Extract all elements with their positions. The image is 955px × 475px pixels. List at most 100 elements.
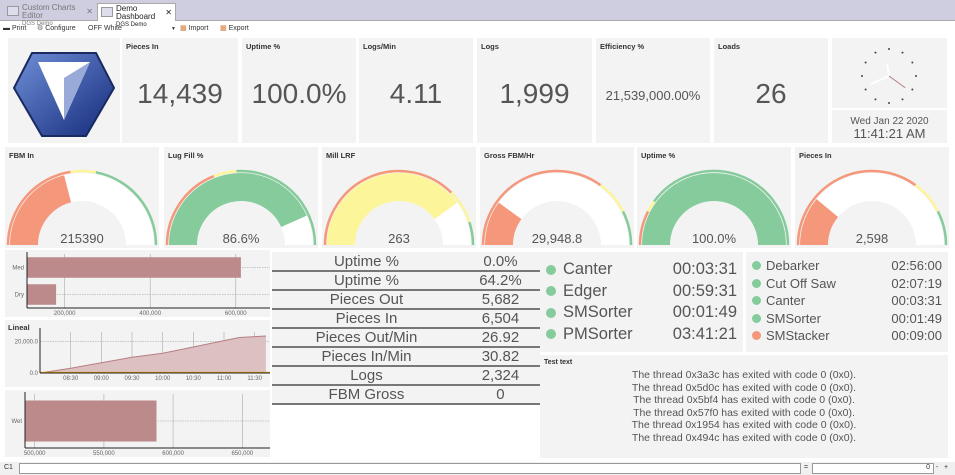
x-tick-label: 11:30 (247, 376, 262, 382)
bar-wet (25, 400, 157, 442)
gauge-fill (485, 202, 522, 246)
gauge-fill (327, 173, 458, 246)
kpi-tile: Logs/Min 4.11 (359, 38, 473, 143)
chevron-down-icon: ▼ (171, 26, 176, 32)
logo-tile (8, 38, 120, 143)
gauge-title: Uptime % (641, 151, 676, 160)
clock-tick (861, 75, 863, 77)
export-button[interactable]: ▦ Export (220, 21, 249, 37)
increment-button[interactable]: + (944, 464, 949, 471)
gauge-fill (10, 175, 72, 246)
configure-button[interactable]: ⚙ Configure (37, 21, 76, 37)
gauge-panel: Uptime % 100.0% (637, 147, 791, 248)
clock-tick (911, 61, 914, 64)
status-dot-icon (752, 296, 761, 306)
metric-label: Pieces Out (272, 290, 461, 310)
machine-time: 00:09:00 (891, 328, 942, 343)
x-tick-label: 650,000 (231, 451, 253, 457)
kpi-title: Efficiency % (600, 42, 645, 51)
gauge-value: 29,948.8 (531, 231, 583, 246)
clock-tick (915, 75, 917, 77)
result-field[interactable]: 0 (812, 463, 934, 474)
kpi-tile: Pieces In 14,439 (122, 38, 238, 143)
log-line: The thread 0x494c has exited with code 0… (631, 431, 857, 444)
machine-time: 00:01:49 (672, 303, 737, 321)
import-button[interactable]: ▦ Import (180, 21, 208, 37)
metric-label: Pieces In (272, 309, 461, 329)
log-line: The thread 0x5bf4 has exited with code 0… (633, 394, 855, 406)
x-tick-label: 09:30 (124, 376, 140, 382)
theme-select[interactable]: OFF White ▼ (86, 22, 176, 36)
hour-hand (886, 63, 890, 77)
machine-name: Canter (563, 260, 613, 278)
status-item: SMStacker 00:09:00 (746, 327, 948, 345)
machine-time: 00:01:49 (891, 310, 942, 326)
x-tick-label: 11:00 (217, 376, 232, 382)
gauge (323, 169, 475, 246)
metric-label: FBM Gross (272, 385, 461, 405)
formula-input[interactable] (19, 463, 801, 474)
y-tick-label: 20,000.0 (15, 339, 39, 345)
kpi-title: Logs/Min (363, 42, 396, 51)
gauge-panel: FBM In 215390 (5, 147, 159, 248)
x-tick-label: 09:00 (94, 376, 110, 382)
metric-label: Logs (272, 366, 461, 386)
gauge-zone-yellow (450, 191, 471, 223)
tab-sublabel: DGS Demo (22, 21, 53, 27)
status-dot-icon (752, 261, 761, 271)
metric-value: 0 (460, 385, 540, 405)
wet-bar-chart: 500,000 550,000 600,000 650,000 Wet (11, 392, 270, 457)
metric-row: Logs 2,324 (272, 366, 540, 386)
metric-row: Pieces In/Min 30.82 (272, 347, 540, 367)
toolbar: ▬ Print ⚙ Configure OFF White ▼ ▦ Import … (0, 21, 955, 37)
status-dot-icon (546, 307, 556, 318)
kpi-tile: Loads 26 (714, 38, 828, 143)
metric-row: Pieces Out/Min 26.92 (272, 328, 540, 348)
close-icon[interactable]: ✕ (165, 8, 172, 17)
status-dot-icon (752, 278, 761, 288)
kpi-value: 21,539,000.00% (605, 88, 701, 103)
clock-tick (864, 88, 867, 91)
machine-name: SMSorter (563, 303, 633, 321)
gauge-zone-green (653, 169, 790, 246)
gauge-fill (169, 173, 307, 246)
text-panel: Test text The thread 0x3a3c has exited w… (540, 355, 948, 458)
gauge (638, 169, 790, 246)
log-line: The thread 0x57f0 has exited with code 0… (633, 406, 855, 419)
gauge-zone-green (95, 171, 158, 246)
clock-tick (874, 98, 877, 101)
gauge (6, 169, 158, 246)
gauge-zone-yellow (646, 200, 656, 212)
metric-label: Uptime % (272, 252, 461, 272)
status-dot-icon (546, 264, 556, 275)
status-list-1: Canter 00:03:31 Edger 00:59:31 SMSorter 00:01… (540, 252, 743, 352)
x-tick-label: 500,000 (24, 451, 46, 457)
area-line (39, 335, 266, 374)
tab-bar: Custom Charts Editor DGS Demo ✕ Demo Dashb… (0, 0, 955, 28)
status-item: Cut Off Saw 02:07:19 (746, 275, 948, 293)
close-icon[interactable]: ✕ (86, 7, 93, 16)
machine-time: 00:03:31 (672, 260, 737, 278)
gauge-zone-red (481, 169, 602, 246)
log-line: The thread 0x1954 has exited with code 0… (631, 419, 857, 431)
kpi-title: Uptime % (246, 42, 281, 51)
gauge-zone-green (468, 221, 475, 246)
printer-icon: ▬ (3, 25, 10, 32)
clock-tick (901, 98, 904, 101)
gauge-panel: Lug Fill % 86.6% (164, 147, 318, 248)
gauge-panel: Mill LRF 263 (322, 147, 476, 248)
tab-demo-dashboard[interactable]: Demo Dashboard DGS Demo ✕ (97, 3, 176, 28)
status-list-2: Debarker 02:56:00 Cut Off Saw 02:07:19 Cante… (746, 252, 948, 352)
gauge (481, 169, 633, 246)
y-tick-label: Dry (15, 293, 24, 299)
status-item: SMSorter 00:01:49 (746, 310, 948, 328)
gauge-zone-yellow (599, 184, 625, 212)
metric-value: 30.82 (460, 347, 540, 367)
decrement-button[interactable]: - (936, 464, 939, 471)
gauge-zone-green (936, 210, 948, 246)
print-button[interactable]: ▬ Print (3, 21, 26, 37)
y-tick-label: 0.0 (30, 371, 39, 377)
tab-custom-charts-editor[interactable]: Custom Charts Editor DGS Demo ✕ (4, 3, 96, 27)
export-label: Export (228, 25, 249, 32)
metric-row: Uptime % 64.2% (272, 271, 540, 291)
